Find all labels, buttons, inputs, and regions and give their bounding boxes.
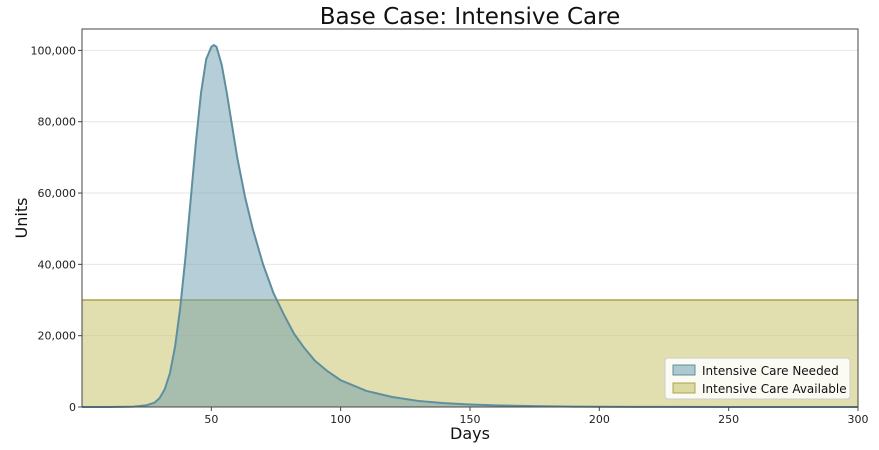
- y-tick-label: 100,000: [31, 44, 77, 57]
- legend-label-available: Intensive Care Available: [702, 382, 847, 396]
- x-tick-label: 200: [589, 413, 610, 426]
- series-layer: [82, 44, 859, 408]
- legend-label-needed: Intensive Care Needed: [702, 364, 839, 378]
- y-tick-label: 60,000: [38, 187, 77, 200]
- y-tick-label: 80,000: [38, 116, 77, 129]
- x-tick-label: 50: [204, 413, 218, 426]
- series-area-needed: [82, 45, 858, 407]
- ticks: 50 100 150 200 250 300 0 20,000 40,000 60,000 80,0…: [31, 44, 869, 426]
- legend-swatch-needed: [672, 364, 696, 376]
- legend-box: [664, 357, 851, 400]
- x-tick-label: 100: [330, 413, 351, 426]
- y-tick-label: 0: [69, 401, 76, 414]
- series-line-needed: [82, 44, 859, 408]
- legend: Intensive Care Needed Intensive Care Ava…: [664, 357, 851, 400]
- y-axis-label: Units: [12, 198, 31, 239]
- x-tick-label: 250: [718, 413, 739, 426]
- chart-title: Base Case: Intensive Care: [320, 4, 620, 30]
- legend-swatch-available: [672, 382, 696, 394]
- x-tick-label: 300: [848, 413, 869, 426]
- x-tick-label: 150: [460, 413, 481, 426]
- y-tick-label: 20,000: [38, 330, 77, 343]
- y-tick-label: 40,000: [38, 258, 77, 271]
- x-axis-label: Days: [450, 424, 490, 443]
